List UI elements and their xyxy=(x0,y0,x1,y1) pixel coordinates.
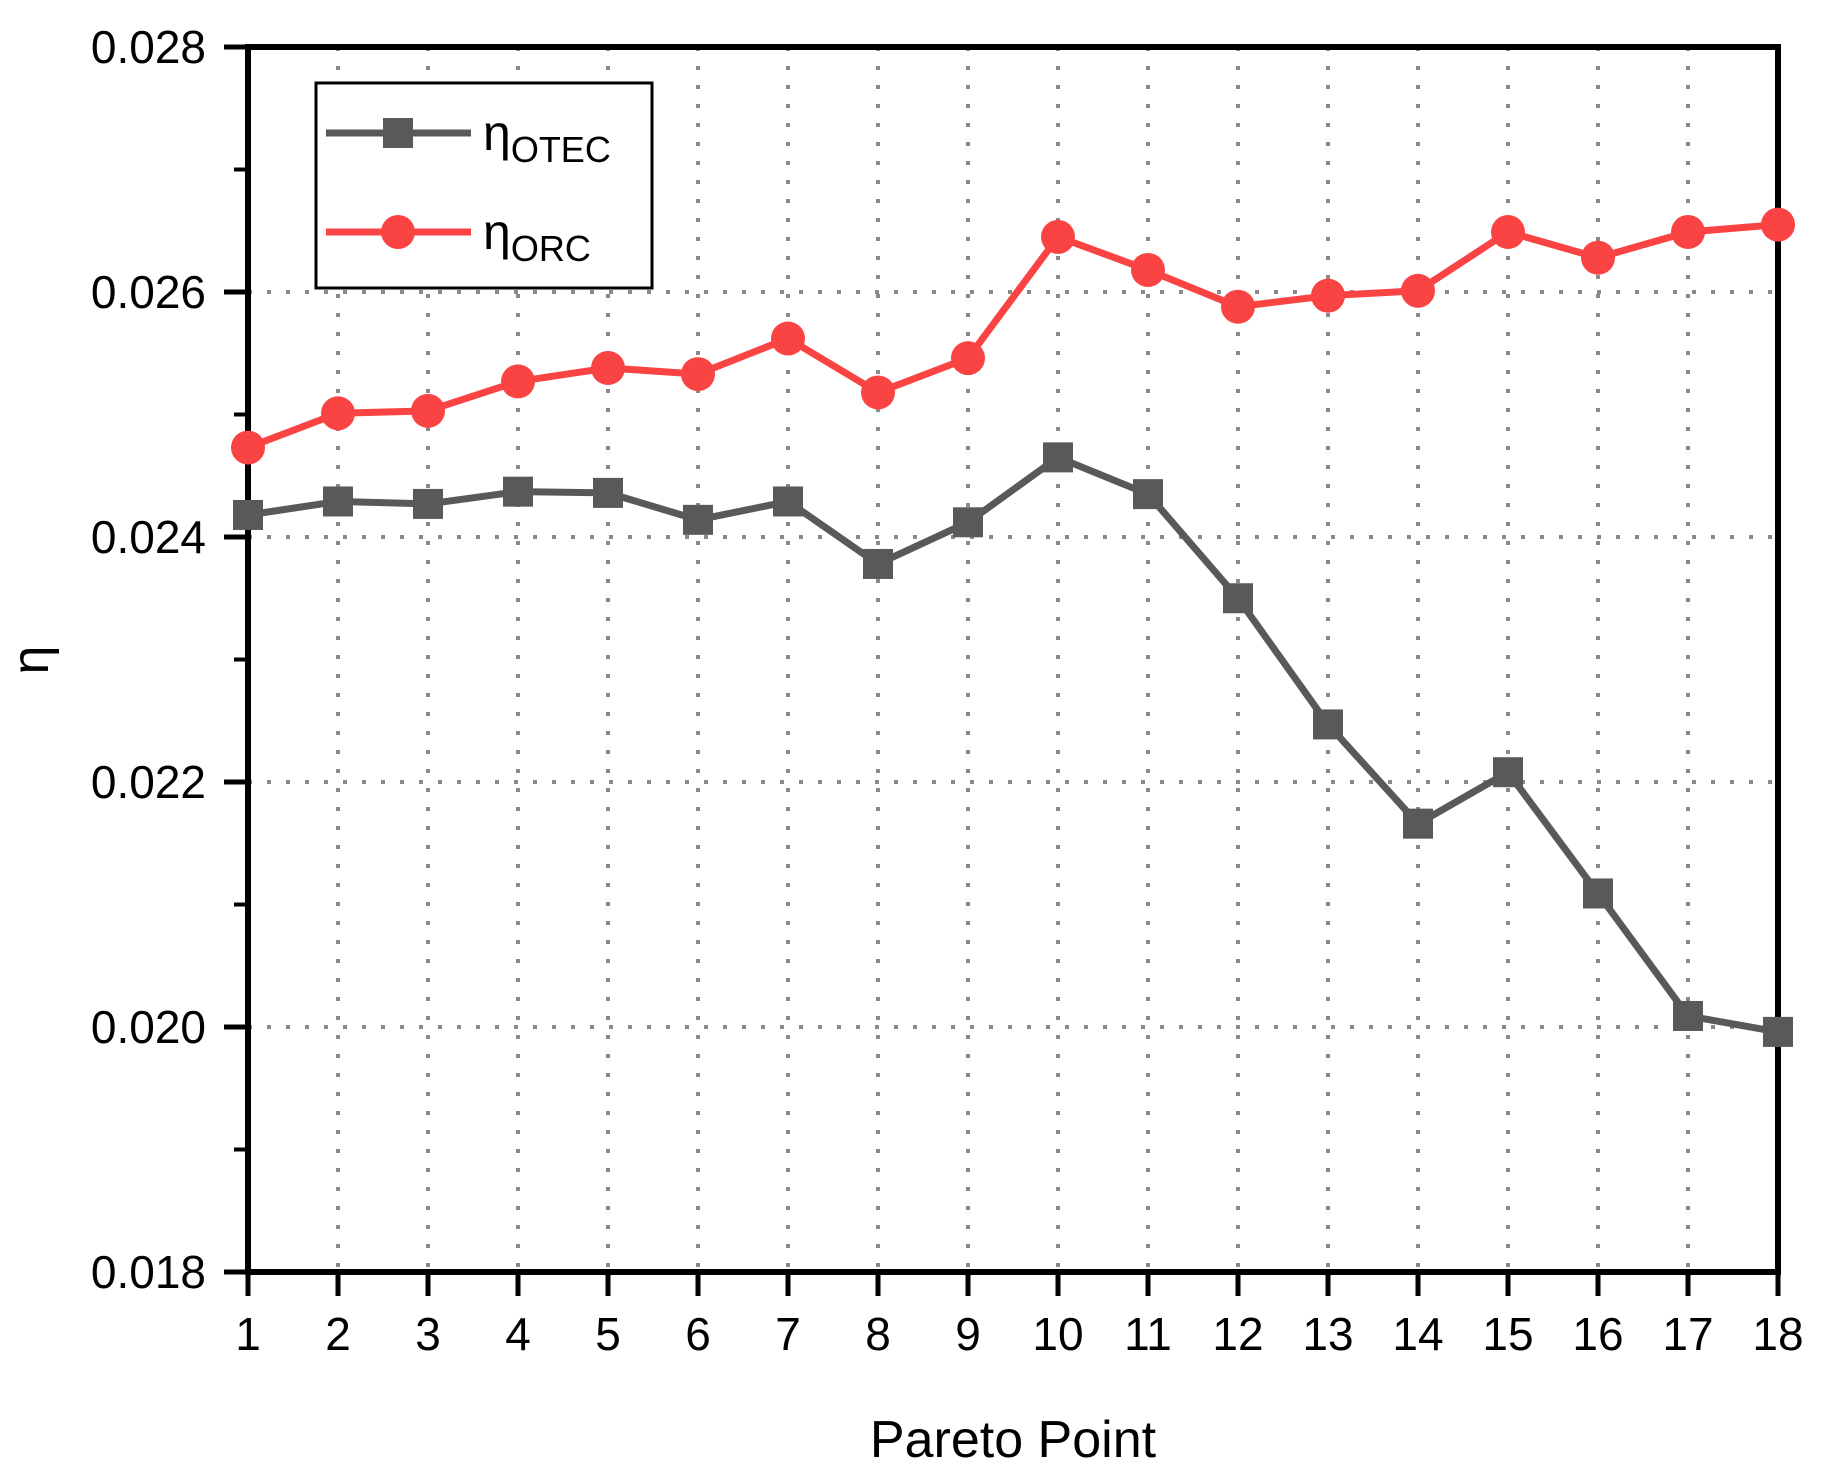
series-layer xyxy=(231,207,1795,1047)
y-axis-title: η xyxy=(2,646,60,675)
data-point-marker xyxy=(593,477,623,508)
y-tick-label: 0.024 xyxy=(91,511,206,563)
x-axis-title: Pareto Point xyxy=(870,1411,1157,1469)
data-point-marker xyxy=(1493,757,1523,788)
data-point-marker xyxy=(861,375,895,410)
data-point-marker xyxy=(1671,214,1705,249)
data-point-marker xyxy=(1673,1000,1703,1031)
data-point-marker xyxy=(1761,207,1795,242)
data-point-marker xyxy=(953,507,983,538)
data-point-marker xyxy=(501,364,535,399)
x-tick-label: 6 xyxy=(685,1308,711,1360)
data-point-marker xyxy=(411,393,445,428)
x-tick-label: 5 xyxy=(595,1308,621,1360)
data-point-marker xyxy=(773,486,803,517)
data-point-marker xyxy=(1041,219,1075,254)
data-point-marker xyxy=(863,548,893,579)
data-point-marker xyxy=(1311,278,1345,313)
data-point-marker xyxy=(233,499,263,530)
data-point-marker xyxy=(683,504,713,535)
x-tick-label: 15 xyxy=(1482,1308,1533,1360)
legend-label: ηORC xyxy=(483,204,591,269)
data-point-marker xyxy=(321,396,355,431)
data-point-marker xyxy=(681,357,715,392)
y-tick-label: 0.018 xyxy=(91,1246,206,1298)
data-point-marker xyxy=(1221,289,1255,324)
series-line xyxy=(244,453,1782,1036)
x-tick-label: 2 xyxy=(325,1308,351,1360)
data-point-marker xyxy=(1043,442,1073,473)
data-point-marker xyxy=(1401,273,1435,308)
legend: ηOTEC ηORC xyxy=(314,81,654,290)
data-point-marker xyxy=(1583,878,1613,909)
data-point-marker xyxy=(1403,808,1433,839)
data-point-marker xyxy=(1763,1016,1793,1047)
x-tick-label: 12 xyxy=(1212,1308,1263,1360)
x-tick-label: 14 xyxy=(1392,1308,1443,1360)
data-point-marker xyxy=(1491,214,1525,249)
legend-sample-marker xyxy=(383,118,413,148)
data-point-marker xyxy=(503,476,533,507)
x-tick-label: 18 xyxy=(1752,1308,1803,1360)
legend-sample-marker xyxy=(381,215,415,249)
data-point-marker xyxy=(1581,240,1615,275)
x-tick-label: 13 xyxy=(1302,1308,1353,1360)
x-tick-label: 7 xyxy=(775,1308,801,1360)
x-tick-label: 4 xyxy=(505,1308,531,1360)
data-point-marker xyxy=(1313,709,1343,740)
x-tick-label: 17 xyxy=(1662,1308,1713,1360)
y-tick-label: 0.022 xyxy=(91,756,206,808)
y-tick-label: 0.020 xyxy=(91,1001,206,1053)
x-tick-label: 1 xyxy=(235,1308,261,1360)
legend-box xyxy=(314,81,654,290)
x-tick-label: 16 xyxy=(1572,1308,1623,1360)
x-tick-label: 9 xyxy=(955,1308,981,1360)
data-point-marker xyxy=(413,488,443,519)
x-tick-label: 3 xyxy=(415,1308,441,1360)
data-point-marker xyxy=(1131,252,1165,287)
x-tick-label: 8 xyxy=(865,1308,891,1360)
x-tick-label: 10 xyxy=(1032,1308,1083,1360)
data-point-marker xyxy=(951,341,985,376)
data-point-marker xyxy=(1133,479,1163,510)
data-point-marker xyxy=(771,321,805,356)
series-otec xyxy=(233,442,1793,1047)
data-point-marker xyxy=(231,430,265,465)
data-point-marker xyxy=(591,350,625,385)
y-tick-label: 0.028 xyxy=(91,21,206,73)
y-tick-label: 0.026 xyxy=(91,266,206,318)
data-point-marker xyxy=(1223,583,1253,614)
data-point-marker xyxy=(323,486,353,517)
legend-label: ηOTEC xyxy=(483,105,611,170)
series-orc xyxy=(231,207,1795,465)
x-tick-label: 11 xyxy=(1124,1308,1172,1360)
